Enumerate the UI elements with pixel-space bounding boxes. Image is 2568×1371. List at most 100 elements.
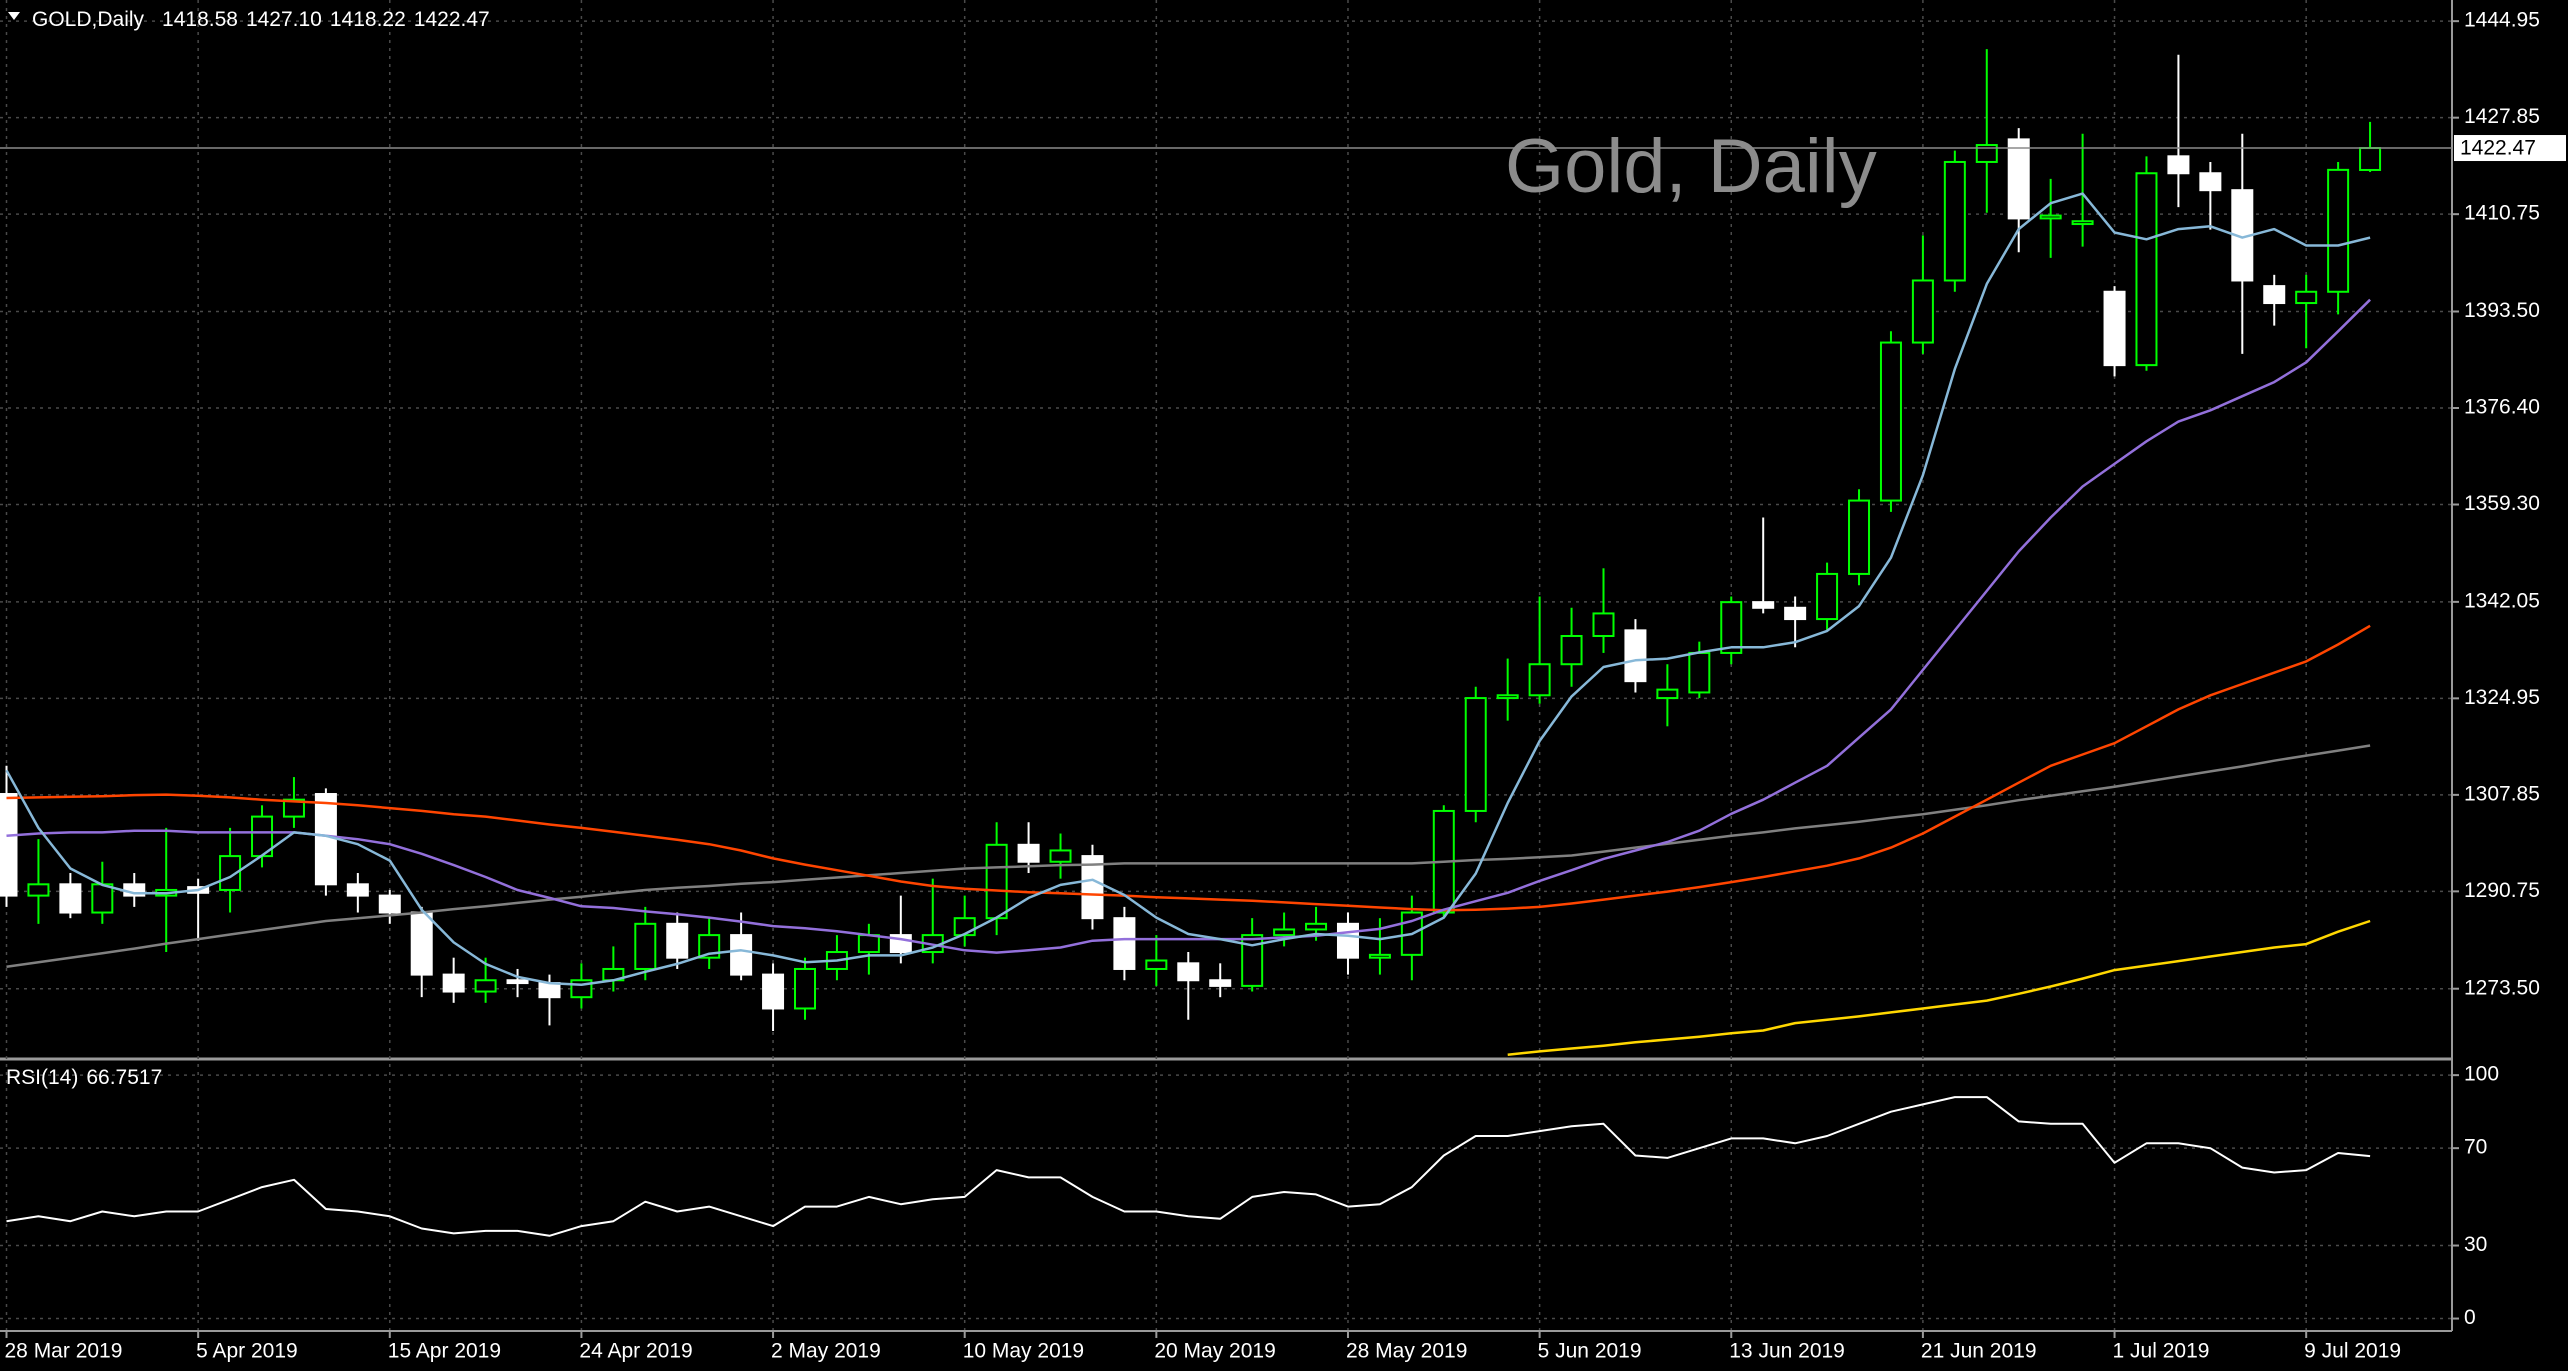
- candle-body: [2359, 147, 2382, 171]
- x-tick-label: 21 Jun 2019: [1921, 1340, 2037, 1363]
- candle-body: [1081, 855, 1104, 920]
- candle-body: [1848, 499, 1871, 575]
- candle-body: [2039, 214, 2062, 220]
- x-tick-label: 15 Apr 2019: [388, 1340, 501, 1363]
- candle-body: [378, 894, 401, 914]
- y-tick-label: 1273.50: [2464, 976, 2540, 999]
- candle-body: [1656, 688, 1679, 700]
- y-tick-label: 1324.95: [2464, 686, 2540, 709]
- candle-body: [410, 911, 433, 976]
- line: [6, 624, 2371, 912]
- candle-body: [634, 922, 657, 970]
- x-tick-label: 28 May 2019: [1346, 1340, 1467, 1363]
- x-tick-label: 5 Apr 2019: [196, 1340, 298, 1363]
- candle-body: [1273, 928, 1296, 937]
- x-tick-label: 2 May 2019: [771, 1340, 881, 1363]
- header-symbol: GOLD,Daily: [32, 8, 145, 31]
- candle-body: [1241, 934, 1264, 987]
- last-price-label: 1422.47: [2460, 137, 2536, 160]
- candle-body: [1560, 635, 1583, 666]
- x-tick-label: 13 Jun 2019: [1729, 1340, 1845, 1363]
- candle-body: [762, 973, 785, 1010]
- candle-body: [2263, 285, 2286, 305]
- candle-body: [1113, 917, 1136, 970]
- candle-body: [442, 973, 465, 993]
- y-tick-label: 1376.40: [2464, 396, 2540, 419]
- candle-body: [1017, 843, 1040, 863]
- candle-body: [1592, 612, 1615, 638]
- x-tick-label: 1 Jul 2019: [2113, 1340, 2210, 1363]
- menu-triangle[interactable]: [8, 12, 20, 20]
- candle-body: [1752, 601, 1775, 609]
- rsi-label: RSI(14) 66.7517: [6, 1066, 162, 1089]
- candle-body: [857, 934, 880, 954]
- candle-body: [474, 979, 497, 993]
- candle-body: [2135, 172, 2158, 367]
- candle-body: [1145, 959, 1168, 970]
- line: [5, 192, 2371, 987]
- y-tick-label: 1410.75: [2464, 202, 2540, 225]
- candle-body: [666, 922, 689, 959]
- y-tick-label: 70: [2464, 1136, 2487, 1159]
- candle-body: [1305, 922, 1328, 931]
- x-tick-label: 28 Mar 2019: [5, 1340, 123, 1363]
- candle-body: [1336, 922, 1359, 959]
- rsi-title: RSI(14): [6, 1066, 78, 1089]
- header-value: 1422.47: [414, 8, 490, 31]
- y-tick-label: 100: [2464, 1063, 2499, 1086]
- y-tick-label: 1290.75: [2464, 879, 2540, 902]
- candle-body: [346, 883, 369, 897]
- y-tick-label: 1359.30: [2464, 492, 2540, 515]
- candle-body: [91, 883, 114, 914]
- x-tick-label: 9 Jul 2019: [2304, 1340, 2401, 1363]
- grid: [0, 0, 2452, 1330]
- candle-body: [985, 843, 1008, 920]
- candle-body: [0, 793, 18, 897]
- candle-body: [1209, 979, 1232, 987]
- header-value: 1427.10: [246, 8, 322, 31]
- candle-body: [1816, 572, 1839, 621]
- line: [6, 298, 2371, 954]
- candle-body: [1528, 663, 1551, 697]
- candle-body: [2167, 155, 2190, 175]
- y-tick-label: 1307.85: [2464, 782, 2540, 805]
- x-tick-label: 10 May 2019: [963, 1340, 1084, 1363]
- candle-body: [1624, 629, 1647, 683]
- rsi-pane: [6, 1096, 2371, 1237]
- candle-body: [506, 979, 529, 985]
- candle-body: [1464, 697, 1487, 812]
- line: [6, 744, 2371, 968]
- labels: 28 Mar 2019 5 Apr 2019 15 Apr 2019 24 Apr 2…: [5, 8, 2566, 1363]
- candle-body: [27, 883, 50, 897]
- x-tick-label: 5 Jun 2019: [1538, 1340, 1642, 1363]
- y-tick-label: 30: [2464, 1233, 2487, 1256]
- candle-body: [1688, 651, 1711, 694]
- candle-body: [2007, 138, 2030, 220]
- candle-body: [1496, 694, 1519, 700]
- candle-body: [1049, 849, 1072, 863]
- candle-body: [1177, 962, 1200, 982]
- candle-body: [2071, 220, 2094, 226]
- candle-body: [1784, 606, 1807, 621]
- candle-body: [730, 934, 753, 976]
- candle-body: [953, 917, 976, 937]
- line: [6, 1096, 2371, 1237]
- candle-body: [1720, 601, 1743, 654]
- y-tick-label: 1393.50: [2464, 299, 2540, 322]
- header: GOLD,Daily 1418.58 1427.10 1418.22 1422.47: [32, 8, 490, 31]
- candle-body: [1879, 341, 1902, 502]
- x-tick-label: 20 May 2019: [1154, 1340, 1275, 1363]
- candle-body: [1943, 160, 1966, 282]
- candle-body: [2103, 290, 2126, 367]
- watermark: Gold, Daily: [1505, 124, 1877, 209]
- candle-body: [1911, 279, 1934, 344]
- candle-body: [59, 883, 82, 914]
- y-tick-label: 1427.85: [2464, 105, 2540, 128]
- candle-body: [2327, 168, 2350, 293]
- candle-body: [2295, 290, 2318, 305]
- candle-body: [282, 798, 305, 818]
- candle-body: [794, 967, 816, 1010]
